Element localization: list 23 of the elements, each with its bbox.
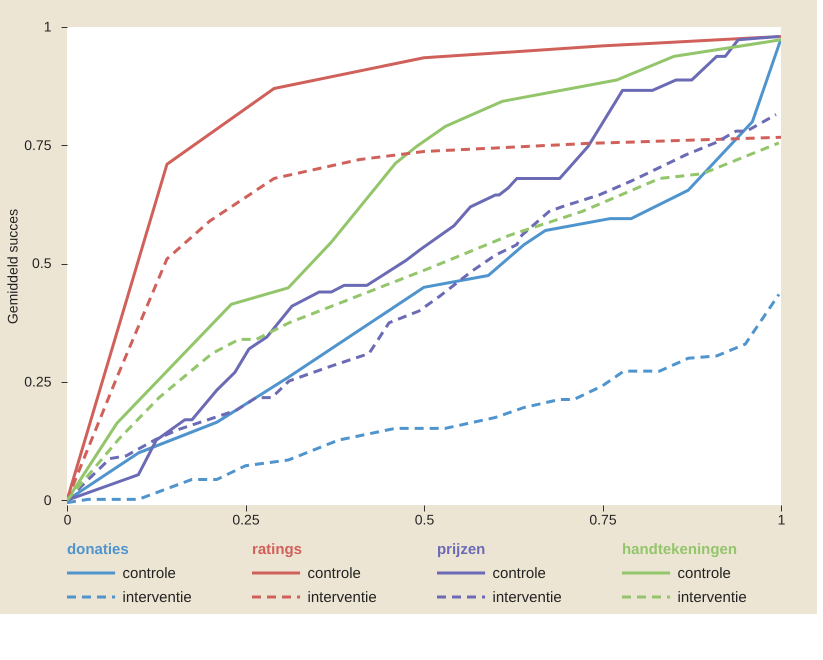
y-tick-label: 0.25 xyxy=(24,373,52,390)
x-tick-label: 0.75 xyxy=(589,512,617,528)
text: donaties xyxy=(67,541,129,558)
y-tick-label: 0.75 xyxy=(24,136,52,153)
legend-label: interventie xyxy=(122,589,192,606)
y-tick-label: 0.5 xyxy=(32,255,52,272)
legend-label: controle xyxy=(678,565,731,582)
y-tick-label: 1 xyxy=(44,18,52,34)
x-tick-label: 0.25 xyxy=(232,512,260,528)
y-tick-label: 0 xyxy=(44,492,52,508)
legend-label: controle xyxy=(492,565,546,582)
legend-label: interventie xyxy=(308,589,377,606)
text: handtekeningen xyxy=(622,541,738,558)
legend-label: interventie xyxy=(678,589,747,606)
x-tick-label: 0.5 xyxy=(414,512,434,528)
legend-label: controle xyxy=(122,565,176,582)
x-tick-label: 1 xyxy=(778,512,786,528)
text: prijzen xyxy=(437,541,486,558)
legend-label: controle xyxy=(308,565,361,582)
y-axis-title: Gemiddeld succes xyxy=(4,208,20,324)
x-tick-label: 0 xyxy=(64,512,72,528)
text: ratings xyxy=(252,541,302,558)
legend-label: interventie xyxy=(492,589,562,606)
